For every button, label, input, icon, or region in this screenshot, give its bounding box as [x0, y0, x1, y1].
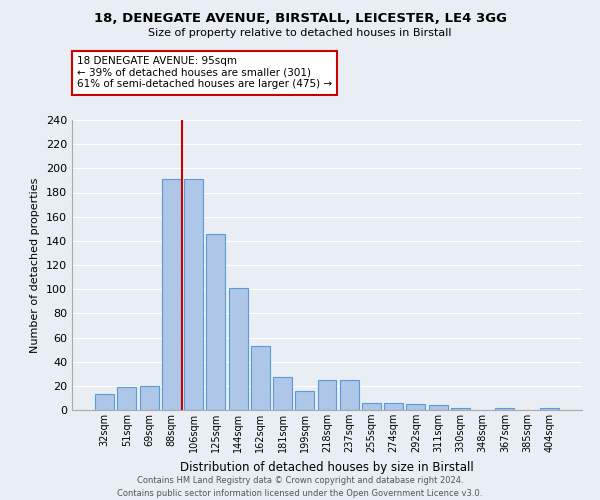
Bar	[540, 408, 559, 410]
Bar	[340, 380, 359, 410]
Bar	[162, 179, 181, 410]
Text: 18 DENEGATE AVENUE: 95sqm
← 39% of detached houses are smaller (301)
61% of semi: 18 DENEGATE AVENUE: 95sqm ← 39% of detac…	[77, 56, 332, 90]
Bar	[429, 405, 448, 410]
Text: 18, DENEGATE AVENUE, BIRSTALL, LEICESTER, LE4 3GG: 18, DENEGATE AVENUE, BIRSTALL, LEICESTER…	[94, 12, 506, 26]
Bar	[317, 380, 337, 410]
Bar	[251, 346, 270, 410]
Bar	[206, 234, 225, 410]
Bar	[95, 394, 114, 410]
Bar	[451, 408, 470, 410]
Bar	[384, 403, 403, 410]
Y-axis label: Number of detached properties: Number of detached properties	[31, 178, 40, 352]
Bar	[273, 378, 292, 410]
Bar	[362, 403, 381, 410]
Bar	[184, 179, 203, 410]
Bar	[140, 386, 158, 410]
Bar	[229, 288, 248, 410]
Text: Size of property relative to detached houses in Birstall: Size of property relative to detached ho…	[148, 28, 452, 38]
X-axis label: Distribution of detached houses by size in Birstall: Distribution of detached houses by size …	[180, 460, 474, 473]
Bar	[295, 390, 314, 410]
Text: Contains HM Land Registry data © Crown copyright and database right 2024.
Contai: Contains HM Land Registry data © Crown c…	[118, 476, 482, 498]
Bar	[118, 387, 136, 410]
Bar	[406, 404, 425, 410]
Bar	[496, 408, 514, 410]
